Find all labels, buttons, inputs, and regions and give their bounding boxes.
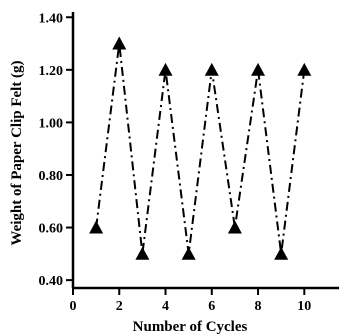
data-point-triangle: [227, 220, 242, 234]
y-tick-label: 0.40: [39, 274, 64, 289]
labels-layer: Number of Cycles Weight of Paper Clip Fe…: [9, 60, 248, 334]
y-tick-label: 0.80: [39, 169, 64, 184]
series-line: [95, 43, 306, 254]
y-axis-title: Weight of Paper Clip Felt (g): [9, 60, 25, 245]
x-tick-label: 8: [255, 299, 262, 314]
data-point-triangle: [158, 62, 173, 76]
data-point-triangle: [89, 220, 104, 234]
data-point-triangle: [204, 62, 219, 76]
x-tick-label: 2: [116, 299, 123, 314]
data-point-triangle: [112, 36, 127, 50]
x-tick-label: 0: [70, 299, 77, 314]
series-layer: [95, 43, 306, 254]
data-point-triangle: [181, 246, 196, 260]
data-point-triangle: [297, 62, 312, 76]
x-tick-label: 6: [208, 299, 215, 314]
data-point-triangle: [135, 246, 150, 260]
y-tick-label: 1.00: [39, 116, 64, 131]
y-tick-label: 0.60: [39, 222, 64, 237]
axes: 0.40 0.60 0.80 1.00 1.20 1.40 0 2 4 6 8 10: [39, 11, 339, 314]
x-tick-label: 10: [297, 299, 311, 314]
data-point-triangle: [251, 62, 266, 76]
data-point-triangle: [274, 246, 289, 260]
x-tick-label: 4: [162, 299, 169, 314]
markers-layer: [89, 36, 312, 260]
x-axis-title: Number of Cycles: [133, 319, 248, 334]
y-tick-label: 1.40: [39, 11, 64, 26]
y-tick-label: 1.20: [39, 64, 64, 79]
